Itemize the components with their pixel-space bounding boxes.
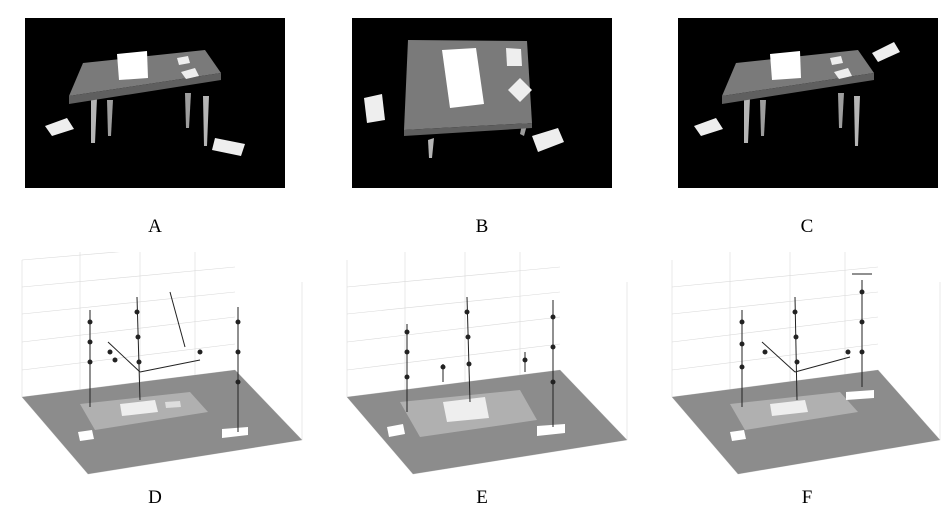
panel-label-c: C xyxy=(800,216,814,237)
panel-label-b: B xyxy=(475,216,489,237)
panel-label-e: E xyxy=(476,487,488,508)
panel-f-plot xyxy=(650,252,942,477)
panel-a-scene xyxy=(25,18,285,188)
panel-b-scene xyxy=(352,18,612,188)
panel-label-f: F xyxy=(801,487,813,508)
panel-c-scene xyxy=(678,18,938,188)
panel-d-plot xyxy=(0,252,305,477)
panel-e-plot xyxy=(325,252,630,477)
panel-label-a: A xyxy=(148,216,162,237)
panel-label-d: D xyxy=(148,487,162,508)
